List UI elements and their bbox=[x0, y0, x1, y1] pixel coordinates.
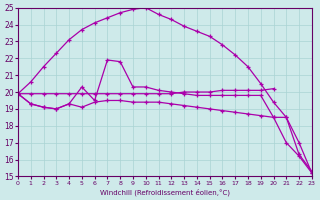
X-axis label: Windchill (Refroidissement éolien,°C): Windchill (Refroidissement éolien,°C) bbox=[100, 188, 230, 196]
